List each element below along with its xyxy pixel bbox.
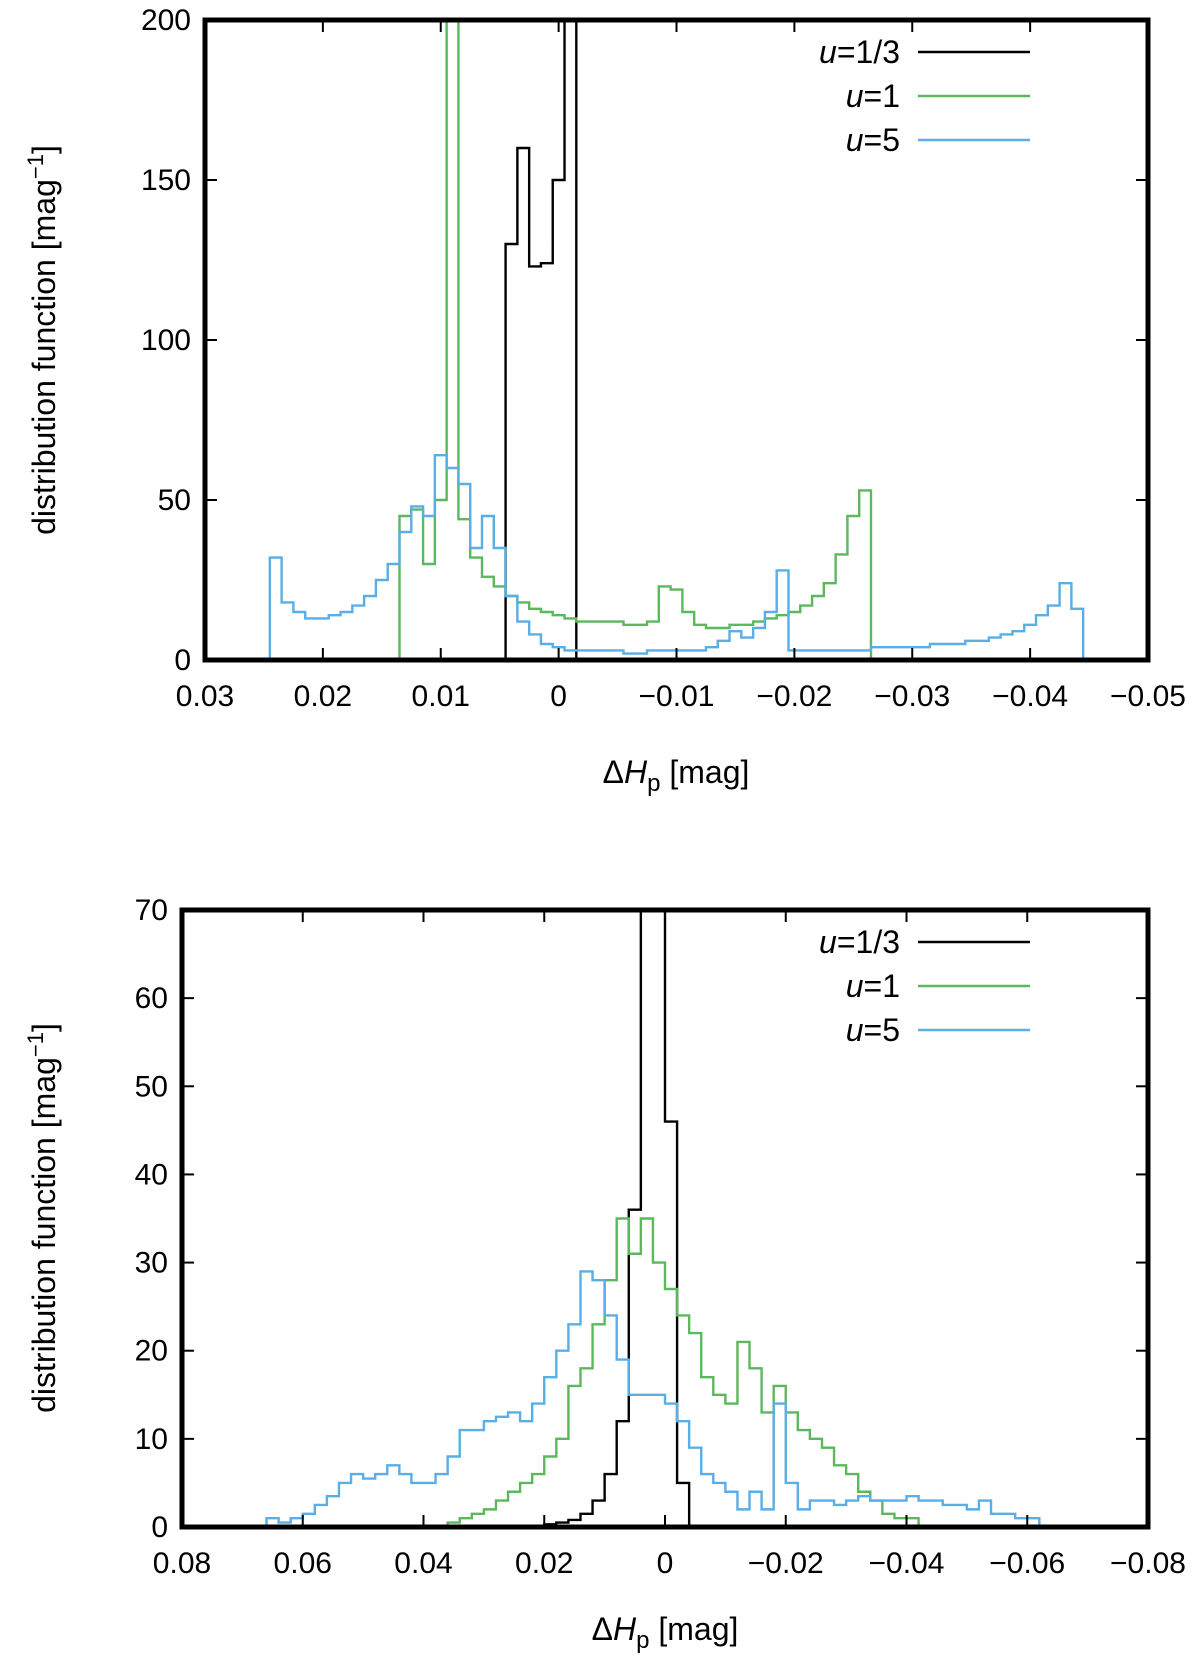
bottom-histogram-panel: 0.08 0.06 0.04 0.02 0 −0.02 −0.04 −0.06 −0.08 0 10… <box>23 894 1186 1654</box>
bottom-x-tick-label: −0.02 <box>748 1547 824 1580</box>
bottom-x-tick-label: 0.04 <box>394 1547 452 1580</box>
bottom-x-tick-label: −0.08 <box>1110 1547 1186 1580</box>
top-series-u-1 <box>398 20 883 660</box>
top-y-tick-label: 0 <box>174 644 191 677</box>
bottom-x-tick-label: −0.06 <box>989 1547 1065 1580</box>
bottom-y-tick-label: 30 <box>135 1247 168 1280</box>
top-x-axis-label: ΔHp [mag] <box>603 754 750 797</box>
bottom-series-u-1-3 <box>543 910 702 1527</box>
bottom-x-tick-label: 0 <box>657 1547 674 1580</box>
top-y-tick-label: 50 <box>158 484 191 517</box>
top-legend-label: u=1/3 <box>819 34 900 70</box>
bottom-legend-label: u=1/3 <box>819 924 900 960</box>
bottom-x-axis-label: ΔHp [mag] <box>592 1611 739 1654</box>
bottom-y-tick-label: 0 <box>151 1511 168 1544</box>
bottom-y-tick-label: 20 <box>135 1335 168 1368</box>
top-plot-frame <box>202 17 1151 663</box>
top-series-layer <box>268 20 1095 660</box>
top-legend-label: u=1 <box>846 78 900 114</box>
top-legend-label: u=5 <box>846 122 900 158</box>
bottom-x-tick-label: 0.02 <box>515 1547 573 1580</box>
top-legend: u=1/3 u=1 u=5 <box>819 34 1030 158</box>
bottom-series-layer <box>265 910 1052 1527</box>
bottom-legend: u=1/3 u=1 u=5 <box>819 924 1030 1048</box>
bottom-x-tick-label: 0.06 <box>274 1547 332 1580</box>
bottom-y-tick-label: 60 <box>135 982 168 1015</box>
top-ticks: 0.03 0.02 0.01 0 −0.01 −0.02 −0.03 −0.04 −0.05 0 5… <box>141 4 1186 713</box>
top-y-axis-label: distribution function [mag−1] <box>23 145 62 535</box>
top-x-tick-label: −0.01 <box>639 680 715 713</box>
top-x-tick-label: −0.04 <box>992 680 1068 713</box>
top-x-tick-label: 0 <box>550 680 567 713</box>
bottom-y-tick-label: 50 <box>135 1070 168 1103</box>
top-y-tick-label: 150 <box>141 164 191 197</box>
top-series-u-1-3 <box>504 20 589 660</box>
bottom-y-tick-label: 70 <box>135 894 168 927</box>
top-y-tick-label: 200 <box>141 4 191 37</box>
top-x-tick-label: −0.03 <box>874 680 950 713</box>
top-series-u-5 <box>268 454 1095 660</box>
top-x-tick-label: −0.05 <box>1110 680 1186 713</box>
bottom-x-tick-label: −0.04 <box>869 1547 945 1580</box>
bottom-y-tick-label: 10 <box>135 1423 168 1456</box>
top-x-tick-label: 0.02 <box>294 680 352 713</box>
top-x-tick-label: 0.03 <box>176 680 234 713</box>
bottom-series-u-1 <box>446 1217 931 1527</box>
bottom-series-u-5 <box>265 1270 1052 1527</box>
bottom-legend-label: u=5 <box>846 1012 900 1048</box>
top-histogram-panel: 0.03 0.02 0.01 0 −0.01 −0.02 −0.03 −0.04 −0.05 0 5… <box>23 4 1186 797</box>
top-y-tick-label: 100 <box>141 324 191 357</box>
top-x-tick-label: 0.01 <box>412 680 470 713</box>
bottom-x-tick-label: 0.08 <box>153 1547 211 1580</box>
bottom-y-axis-label: distribution function [mag−1] <box>23 1023 62 1413</box>
bottom-ticks: 0.08 0.06 0.04 0.02 0 −0.02 −0.04 −0.06 −0.08 0 10… <box>135 894 1186 1580</box>
bottom-y-tick-label: 40 <box>135 1158 168 1191</box>
top-x-tick-label: −0.02 <box>756 680 832 713</box>
bottom-legend-label: u=1 <box>846 968 900 1004</box>
